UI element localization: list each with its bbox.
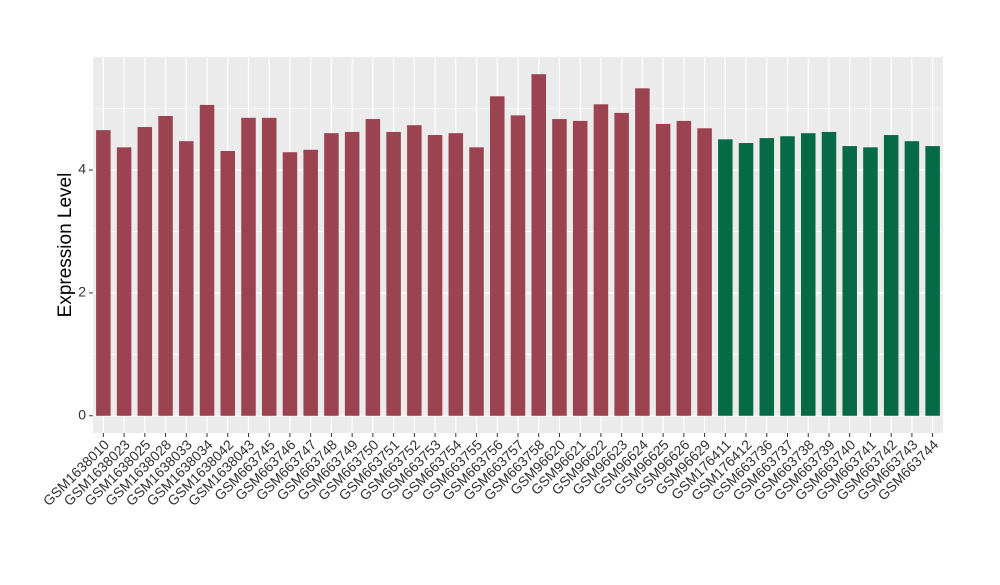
bar [469,147,484,416]
bar [490,96,505,416]
bar [925,146,940,416]
bar [572,120,588,416]
bar [158,115,173,416]
y-tick-label: 0 [78,407,86,423]
bar [655,123,671,416]
bar [842,146,857,416]
bar [220,151,236,416]
bar [448,133,464,416]
bar [344,131,360,416]
bar [282,152,298,416]
bar [780,136,795,416]
bar [386,131,401,416]
bar [697,128,712,416]
bar [241,117,256,416]
bar [904,141,920,416]
y-tick-label: 4 [78,161,86,177]
bar [116,147,132,416]
bar [552,119,567,416]
bar [800,133,816,416]
bar [614,112,629,416]
y-tick-label: 2 [78,284,86,300]
bar [179,141,194,416]
bar [510,115,526,416]
y-axis-label: Expression Level [55,173,76,318]
bar [821,131,837,416]
bar [635,88,650,416]
bar [303,149,318,416]
bar [137,127,153,416]
bar [427,135,443,416]
bar [199,104,215,416]
bar [593,104,609,416]
bar [863,147,878,416]
bar [324,133,339,416]
bar [718,139,733,416]
bar [883,135,899,416]
bar [759,138,775,416]
bar [407,125,422,416]
bar [261,117,277,416]
bar [96,130,111,416]
bar [365,119,381,416]
bar [531,74,546,416]
bar [738,143,754,416]
bar [676,120,692,416]
